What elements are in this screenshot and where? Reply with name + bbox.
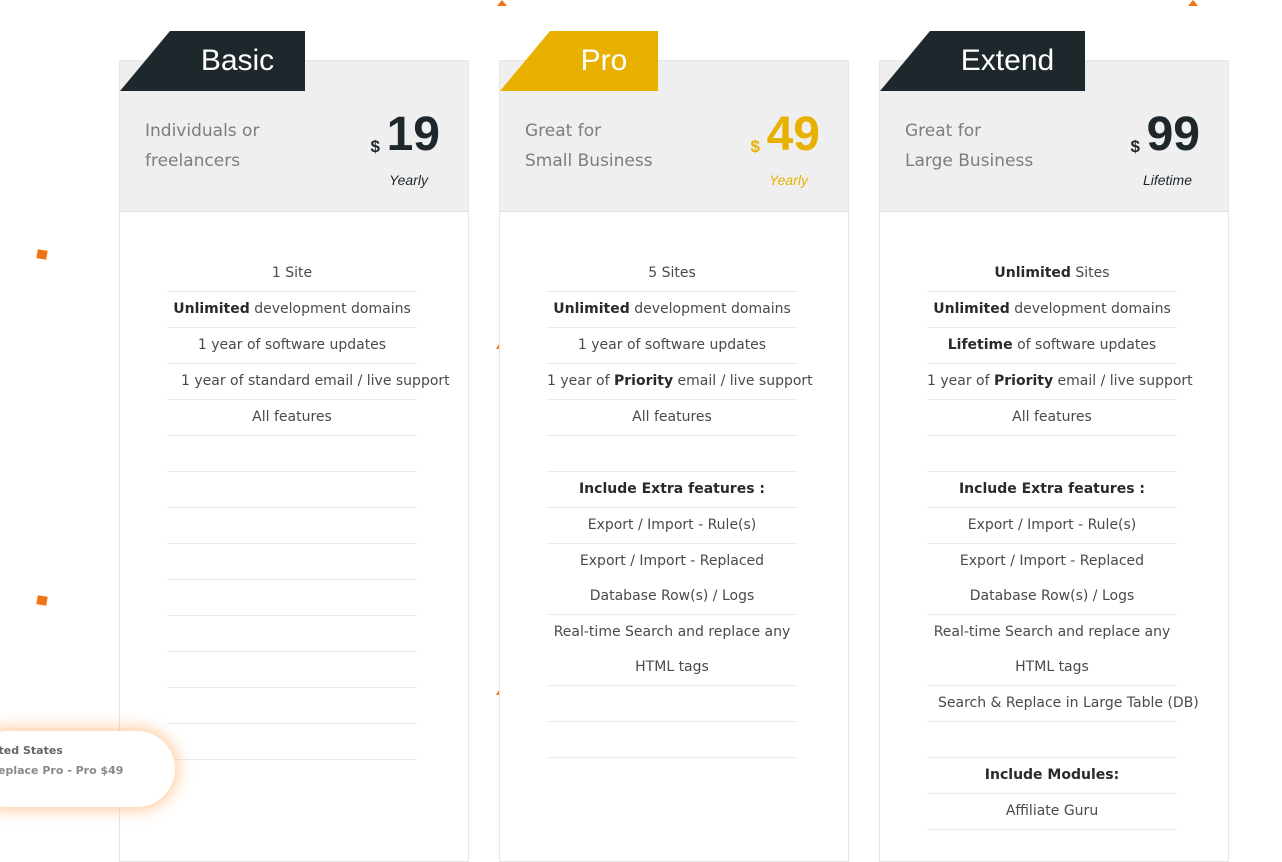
feature-row: All features bbox=[927, 400, 1177, 436]
feature-row: Lifetime of software updates bbox=[927, 328, 1177, 364]
feature-list: Unlimited Sites Unlimited development do… bbox=[927, 256, 1199, 830]
feature-row-empty bbox=[547, 722, 797, 758]
plan-header: Basic Individuals or freelancers $ 19 Ye… bbox=[120, 31, 468, 212]
purchase-notification[interactable]: , United States nd Replace Pro - Pro $49 bbox=[0, 731, 175, 807]
tagline-line: Large Business bbox=[905, 151, 1034, 171]
feature-row-empty bbox=[927, 722, 1177, 758]
plan-card-extend: Extend Great for Large Business $ 99 Lif… bbox=[879, 31, 1229, 862]
feature-row: 1 year of software updates bbox=[547, 328, 797, 364]
feature-row-empty bbox=[927, 436, 1177, 472]
extra-feature-row: Real-time Search and replace any HTML ta… bbox=[927, 615, 1177, 686]
extra-feature-row: Export / Import - Replaced Database Row(… bbox=[547, 544, 797, 615]
extra-feature-row: Export / Import - Rule(s) bbox=[547, 508, 797, 544]
plan-name: Extend bbox=[960, 44, 1055, 77]
tagline-line: Great for bbox=[525, 121, 602, 141]
price-amount: 49 bbox=[766, 108, 820, 161]
feature-row-empty bbox=[167, 616, 417, 652]
plan-name: Basic bbox=[200, 44, 275, 77]
price-period: Yearly bbox=[389, 172, 428, 188]
notification-location: , United States bbox=[0, 744, 63, 757]
module-row: Affiliate Guru bbox=[927, 794, 1177, 830]
tagline-line: Small Business bbox=[525, 151, 653, 171]
price-currency: $ bbox=[1130, 137, 1140, 156]
feature-row: Unlimited development domains bbox=[927, 292, 1177, 328]
feature-row-empty bbox=[167, 724, 417, 760]
feature-list: 5 Sites Unlimited development domains 1 … bbox=[547, 256, 813, 758]
extra-feature-row: Search & Replace in Large Table (DB) bbox=[927, 686, 1199, 722]
plan-name-tab: Pro bbox=[500, 31, 658, 91]
extra-feature-row: Export / Import - Rule(s) bbox=[927, 508, 1177, 544]
feature-list: 1 Site Unlimited development domains 1 y… bbox=[167, 256, 450, 760]
feature-row: 5 Sites bbox=[547, 256, 797, 292]
price-currency: $ bbox=[370, 137, 380, 156]
feature-row-empty bbox=[167, 472, 417, 508]
plan-tagline: Great for Large Business bbox=[905, 116, 1033, 176]
feature-row-empty bbox=[167, 436, 417, 472]
plan-header: Pro Great for Small Business $ 49 Yearly bbox=[500, 31, 848, 212]
tagline-line: Great for bbox=[905, 121, 982, 141]
feature-row: Unlimited development domains bbox=[167, 292, 417, 328]
price-amount: 99 bbox=[1146, 108, 1200, 161]
price-box: $ 49 Yearly bbox=[710, 108, 820, 188]
plan-name-tab: Basic bbox=[120, 31, 305, 91]
plan-name: Pro bbox=[580, 44, 628, 77]
feature-row-empty bbox=[167, 508, 417, 544]
feature-row: 1 year of standard email / live support bbox=[167, 364, 450, 400]
plan-card-basic: Basic Individuals or freelancers $ 19 Ye… bbox=[119, 31, 469, 862]
plan-header: Extend Great for Large Business $ 99 Lif… bbox=[880, 31, 1228, 212]
feature-row: 1 year of software updates bbox=[167, 328, 417, 364]
price-period: Lifetime bbox=[1142, 172, 1192, 188]
feature-row: All features bbox=[547, 400, 797, 436]
feature-row: 1 year of Priority email / live support bbox=[547, 364, 813, 400]
plan-card-pro: Pro Great for Small Business $ 49 Yearly… bbox=[499, 31, 849, 862]
price-currency: $ bbox=[750, 137, 760, 156]
price-box: $ 99 Lifetime bbox=[1090, 108, 1200, 188]
feature-row-empty bbox=[167, 544, 417, 580]
feature-row: Unlimited Sites bbox=[927, 256, 1177, 292]
extra-feature-row: Export / Import - Replaced Database Row(… bbox=[927, 544, 1177, 615]
feature-row-empty bbox=[167, 652, 417, 688]
extra-feature-row: Real-time Search and replace any HTML ta… bbox=[547, 615, 797, 686]
tagline-line: freelancers bbox=[145, 151, 241, 171]
plan-tagline: Individuals or freelancers bbox=[145, 116, 259, 176]
feature-row-empty bbox=[167, 580, 417, 616]
extra-features-title: Include Extra features : bbox=[927, 472, 1177, 508]
feature-row-empty bbox=[547, 436, 797, 472]
plan-tagline: Great for Small Business bbox=[525, 116, 653, 176]
feature-row: 1 year of Priority email / live support bbox=[927, 364, 1193, 400]
feature-row-empty bbox=[547, 686, 797, 722]
price-amount: 19 bbox=[386, 108, 440, 161]
feature-row: 1 Site bbox=[167, 256, 417, 292]
plan-name-tab: Extend bbox=[880, 31, 1085, 91]
tagline-line: Individuals or bbox=[145, 121, 260, 141]
feature-row: All features bbox=[167, 400, 417, 436]
feature-row-empty bbox=[167, 688, 417, 724]
feature-row: Unlimited development domains bbox=[547, 292, 797, 328]
price-period: Yearly bbox=[769, 172, 808, 188]
notification-purchase: nd Replace Pro - Pro $49 bbox=[0, 764, 124, 777]
extra-features-title: Include Extra features : bbox=[547, 472, 797, 508]
price-box: $ 19 Yearly bbox=[330, 108, 440, 188]
modules-title: Include Modules: bbox=[927, 758, 1177, 794]
